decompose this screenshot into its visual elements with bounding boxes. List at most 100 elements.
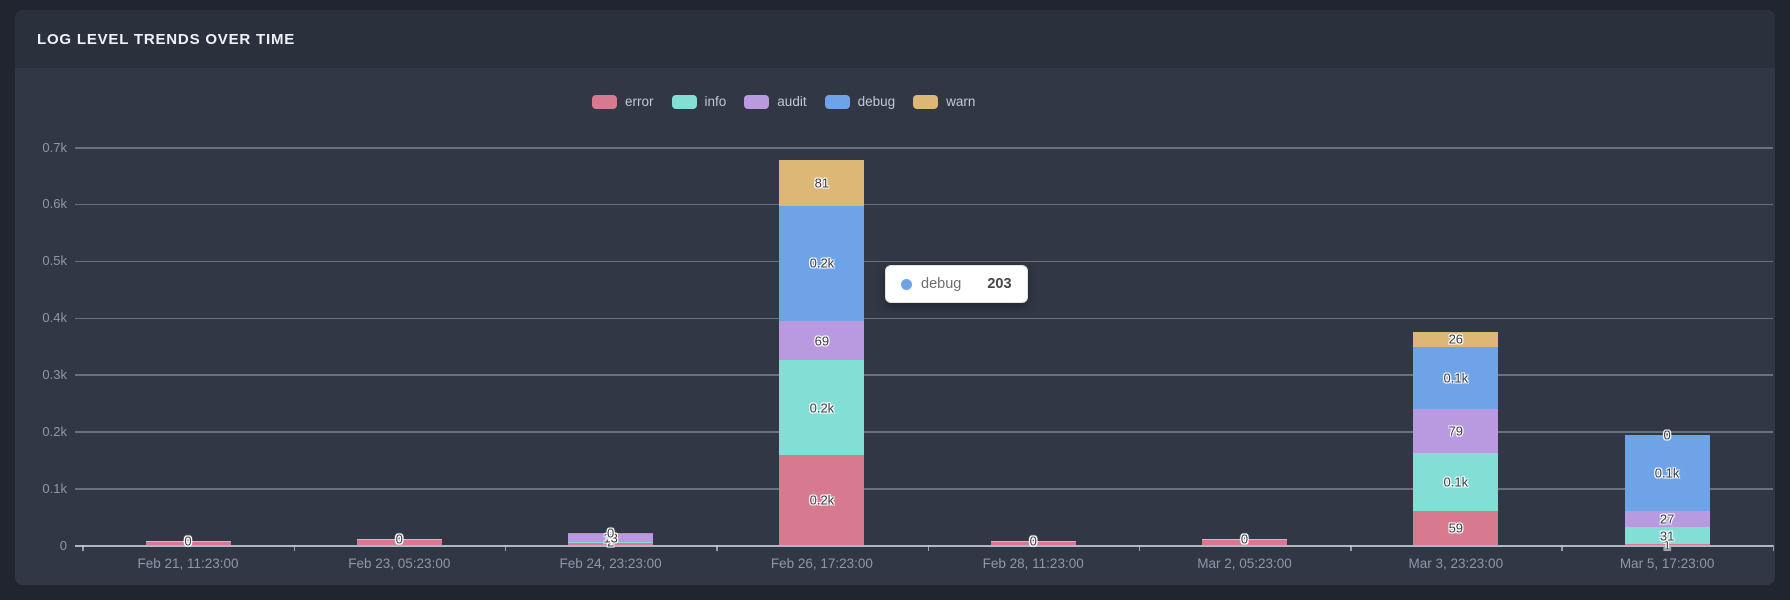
bar-segment-warn[interactable]: [779, 159, 865, 206]
bar-value-label-error: 59: [1448, 520, 1464, 536]
chart-panel: LOG LEVEL TRENDS OVER TIME 0 0.1k 0.2k 0.3k…: [15, 10, 1775, 585]
x-axis-tick: [1772, 545, 1775, 551]
y-axis-label: 0.2k: [42, 423, 67, 439]
bar-segment-info[interactable]: [145, 541, 231, 543]
bar-value-label-error: 1: [1663, 537, 1671, 553]
bar-segment-debug[interactable]: [1413, 346, 1499, 409]
legend-swatch-info: [671, 94, 697, 109]
tooltip-series-dot: [901, 278, 912, 290]
bar-value-label-warn: 0: [1240, 531, 1249, 547]
x-axis-tick: [927, 545, 930, 551]
bar-value-label-debug: 0.1k: [1654, 465, 1680, 481]
bar-segment-error[interactable]: [1413, 511, 1499, 545]
y-axis-label: 0.4k: [42, 310, 67, 326]
bar-segment-error[interactable]: [779, 455, 865, 545]
gridline-0.4k: [75, 317, 1773, 320]
bar-segment-error[interactable]: [568, 542, 654, 545]
y-axis-label: 0.3k: [42, 366, 67, 382]
bar-value-label-audit: 0: [395, 531, 403, 547]
legend-swatch-error: [592, 94, 617, 109]
bar-value-label-debug: 0: [1029, 533, 1037, 549]
bar-value-label-debug: 0.1k: [1443, 370, 1469, 386]
legend-label-warn: warn: [946, 94, 976, 109]
legend-swatch-warn: [913, 94, 939, 109]
bar-value-label-audit: 69: [814, 333, 830, 349]
x-axis-label: Feb 26, 17:23:00: [770, 556, 873, 571]
legend-item-error[interactable]: error: [592, 94, 654, 109]
x-axis-tick: [1561, 545, 1563, 551]
bar-value-label-audit: 79: [1448, 423, 1464, 439]
bar-value-label-info: 0.2k: [809, 400, 835, 416]
bar-value-label-audit: 13: [603, 530, 618, 546]
bar-segment-debug[interactable]: [1624, 435, 1710, 512]
x-axis-label: Feb 21, 11:23:00: [137, 556, 239, 571]
gridline-0.5k: [75, 260, 1773, 263]
x-axis-line: [75, 545, 1773, 547]
bar-segment-info[interactable]: [990, 541, 1076, 543]
x-axis-label: Mar 5, 17:23:00: [1619, 556, 1715, 571]
legend-item-warn[interactable]: warn: [913, 94, 975, 109]
panel-header: LOG LEVEL TRENDS OVER TIME: [15, 10, 1775, 68]
bar-value-label-warn: 81: [814, 175, 830, 191]
tooltip-series-name: debug: [921, 276, 962, 292]
gridline-0.3k: [75, 374, 1773, 376]
x-axis-tick: [1350, 545, 1352, 551]
x-axis-tick: [1138, 545, 1141, 551]
legend-item-audit[interactable]: audit: [744, 94, 807, 109]
bar-segment-error[interactable]: [1624, 544, 1710, 545]
bar-segment-info[interactable]: [1202, 538, 1287, 541]
legend-label-debug: debug: [857, 94, 896, 109]
bar-segment-error[interactable]: [145, 542, 231, 545]
tooltip-value: 203: [987, 276, 1012, 292]
gridline-0.6k: [75, 203, 1773, 206]
bar-value-label-warn: 0: [184, 533, 192, 549]
chart-body: 0 0.1k 0.2k 0.3k 0.4k 0.5k 0.6k 0.7k 0 0 0 Feb 21, …: [15, 68, 1775, 585]
bar-value-label-info: 0.1k: [1443, 474, 1469, 490]
x-axis-label: Feb 24, 23:23:00: [559, 556, 662, 571]
bar-segment-audit[interactable]: [1624, 511, 1710, 527]
bar-segment-info[interactable]: [356, 538, 442, 541]
bar-value-label-warn: 0: [1029, 533, 1037, 549]
y-axis-label: 0: [59, 537, 67, 553]
bar-segment-info[interactable]: [1624, 526, 1710, 545]
bar-segment-debug[interactable]: [568, 533, 654, 535]
bar-segment-audit[interactable]: [1413, 408, 1499, 454]
bar-segment-error[interactable]: [990, 542, 1076, 545]
bar-value-label-debug: 0.2k: [809, 255, 835, 271]
legend-item-debug[interactable]: debug: [824, 94, 896, 109]
y-axis-label: 0.7k: [42, 139, 67, 155]
tooltip: debug 203: [885, 265, 1028, 303]
bar-value-label-info: 31: [1659, 528, 1675, 544]
legend-item-info[interactable]: info: [671, 94, 727, 109]
legend: error info audit debug warn: [592, 94, 975, 109]
legend-label-info: info: [704, 94, 727, 109]
bar-segment-info[interactable]: [568, 541, 654, 543]
x-axis-label: Feb 28, 11:23:00: [982, 556, 1084, 571]
bar-segment-audit[interactable]: [779, 320, 865, 361]
bar-value-label-warn: 0: [395, 531, 403, 547]
bar-value-label-audit: 0: [1029, 533, 1037, 549]
gridline-0.7k: [75, 147, 1773, 149]
gridline-0.1k: [75, 488, 1773, 490]
bar-value-label-info: 2: [606, 534, 615, 550]
bar-value-label-error: 0.2k: [809, 492, 835, 508]
bar-segment-warn[interactable]: [1413, 331, 1499, 347]
x-axis-tick: [716, 545, 718, 551]
x-axis-label: Feb 23, 05:23:00: [348, 556, 451, 571]
bar-segment-audit[interactable]: [568, 534, 654, 542]
bar-segment-info[interactable]: [779, 360, 865, 456]
x-axis-tick: [293, 545, 296, 551]
y-axis-label: 0.1k: [42, 480, 67, 496]
bar-value-label-audit: 27: [1659, 511, 1675, 527]
bar-segment-error[interactable]: [1202, 540, 1287, 545]
bar-value-label-warn: 0: [606, 525, 615, 541]
x-axis-tick: [82, 545, 84, 551]
bar-value-label-debug: 0: [395, 531, 403, 547]
bar-value-label-audit: 0: [184, 533, 192, 549]
y-axis-label: 0.6k: [42, 196, 67, 212]
bar-value-label-debug: 0: [184, 533, 192, 549]
bar-segment-debug[interactable]: [779, 205, 865, 321]
bar-value-label-debug: 2: [606, 526, 615, 542]
bar-segment-info[interactable]: [1413, 453, 1499, 512]
bar-segment-error[interactable]: [356, 540, 442, 545]
